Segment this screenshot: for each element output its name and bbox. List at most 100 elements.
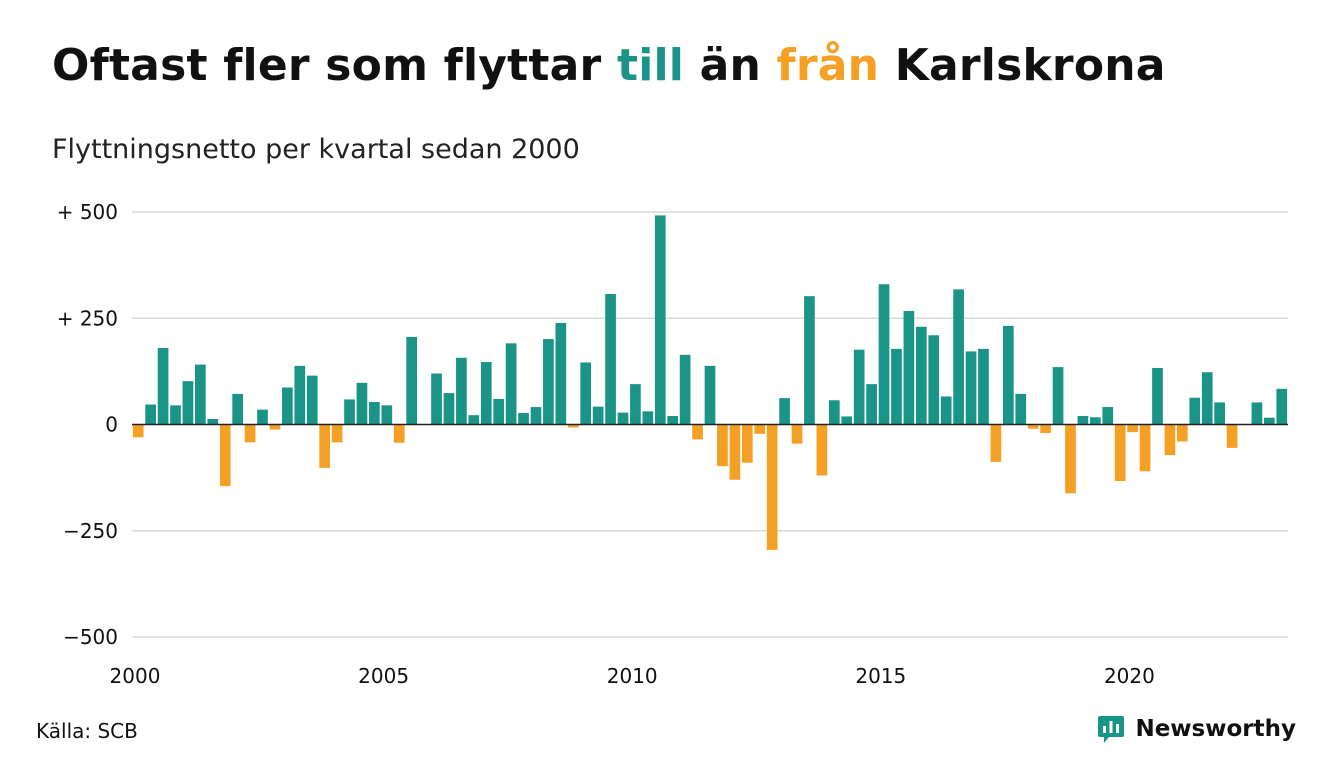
bar (1065, 424, 1076, 494)
bar (654, 215, 666, 425)
x-tick-label: 2010 (607, 664, 658, 688)
bar (219, 424, 231, 487)
bar (630, 384, 641, 425)
bar (567, 424, 579, 428)
bar (667, 416, 679, 425)
bar (828, 400, 840, 425)
bar (182, 381, 194, 425)
bar (1114, 424, 1126, 482)
bar (1152, 367, 1163, 425)
bar (990, 424, 1002, 462)
bar (903, 311, 915, 425)
bar (381, 405, 393, 425)
chart-subtitle: Flyttningsnetto per kvartal sedan 2000 (52, 134, 580, 165)
bar (443, 393, 455, 425)
bars (132, 215, 1288, 550)
source-note: Källa: SCB (36, 719, 138, 743)
bar (940, 396, 952, 425)
y-tick-label: + 500 (57, 200, 118, 224)
x-tick-label: 2000 (110, 664, 161, 688)
bar (369, 401, 380, 425)
bar (878, 284, 890, 425)
bar (555, 322, 567, 425)
bar (232, 393, 243, 425)
bar (331, 424, 343, 443)
bar (592, 406, 604, 425)
bar (269, 424, 281, 430)
title-highlight-till: till (616, 40, 685, 91)
bar (915, 326, 927, 425)
bar (1089, 417, 1101, 425)
bar (1251, 402, 1263, 425)
bar (431, 373, 442, 425)
bar (406, 336, 418, 425)
bar (505, 343, 517, 425)
bar (1015, 393, 1027, 425)
title-part-3: än (684, 40, 777, 91)
bar-chart: + 500 + 250 0 −250 −500 2000 2005 2010 2015 2020 (57, 200, 1288, 688)
bar (642, 411, 654, 425)
bar (1027, 424, 1039, 429)
gridlines (132, 211, 1288, 638)
bar (1139, 424, 1151, 472)
bar (866, 384, 877, 425)
bar (754, 424, 766, 434)
brand: Newsworthy (1097, 713, 1296, 745)
bar (282, 387, 293, 425)
bar (1189, 397, 1201, 425)
bar (804, 296, 815, 425)
bar (953, 289, 964, 425)
bar (853, 349, 865, 425)
bar (791, 424, 803, 444)
bar (393, 424, 405, 443)
y-tick-label: + 250 (57, 306, 118, 330)
bar (1226, 424, 1238, 448)
bar (1052, 367, 1064, 425)
bar (1040, 424, 1051, 433)
bar (530, 407, 542, 425)
bar (207, 418, 219, 425)
bar (704, 365, 716, 425)
bar (1214, 402, 1225, 425)
bar (319, 424, 331, 468)
axis-labels: + 500 + 250 0 −250 −500 2000 2005 2010 2015 2020 (57, 200, 1155, 688)
bar (580, 362, 592, 425)
title-highlight-fran: från (776, 40, 880, 91)
bar (1276, 388, 1288, 425)
bar (480, 362, 492, 425)
bar (543, 339, 554, 425)
newsworthy-logo-icon (1098, 716, 1125, 743)
bar (779, 398, 790, 425)
bar (468, 415, 480, 425)
bar (257, 409, 268, 425)
title-part-1: Oftast fler som flyttar (52, 40, 617, 91)
bar (1201, 372, 1213, 425)
bar (306, 375, 318, 425)
y-tick-label: −500 (63, 625, 118, 649)
bar (157, 348, 169, 425)
bar (741, 424, 753, 463)
bar (891, 348, 902, 425)
bar (356, 382, 368, 425)
bar (493, 399, 505, 425)
bar (294, 365, 306, 425)
bar (617, 412, 629, 425)
bar (841, 416, 853, 425)
x-tick-label: 2005 (358, 664, 409, 688)
bar (132, 424, 144, 438)
y-tick-label: 0 (105, 413, 118, 437)
bar (605, 294, 616, 425)
bar (518, 413, 529, 425)
bar (729, 424, 741, 480)
bar (717, 424, 728, 467)
brand-name: Newsworthy (1135, 716, 1296, 742)
bar (679, 354, 691, 425)
bar (1102, 407, 1114, 425)
bar (766, 424, 778, 550)
bar (1177, 424, 1188, 442)
bar (145, 404, 156, 425)
bar (692, 424, 703, 440)
bar (965, 351, 977, 425)
bar (195, 364, 206, 425)
bar (244, 424, 256, 443)
